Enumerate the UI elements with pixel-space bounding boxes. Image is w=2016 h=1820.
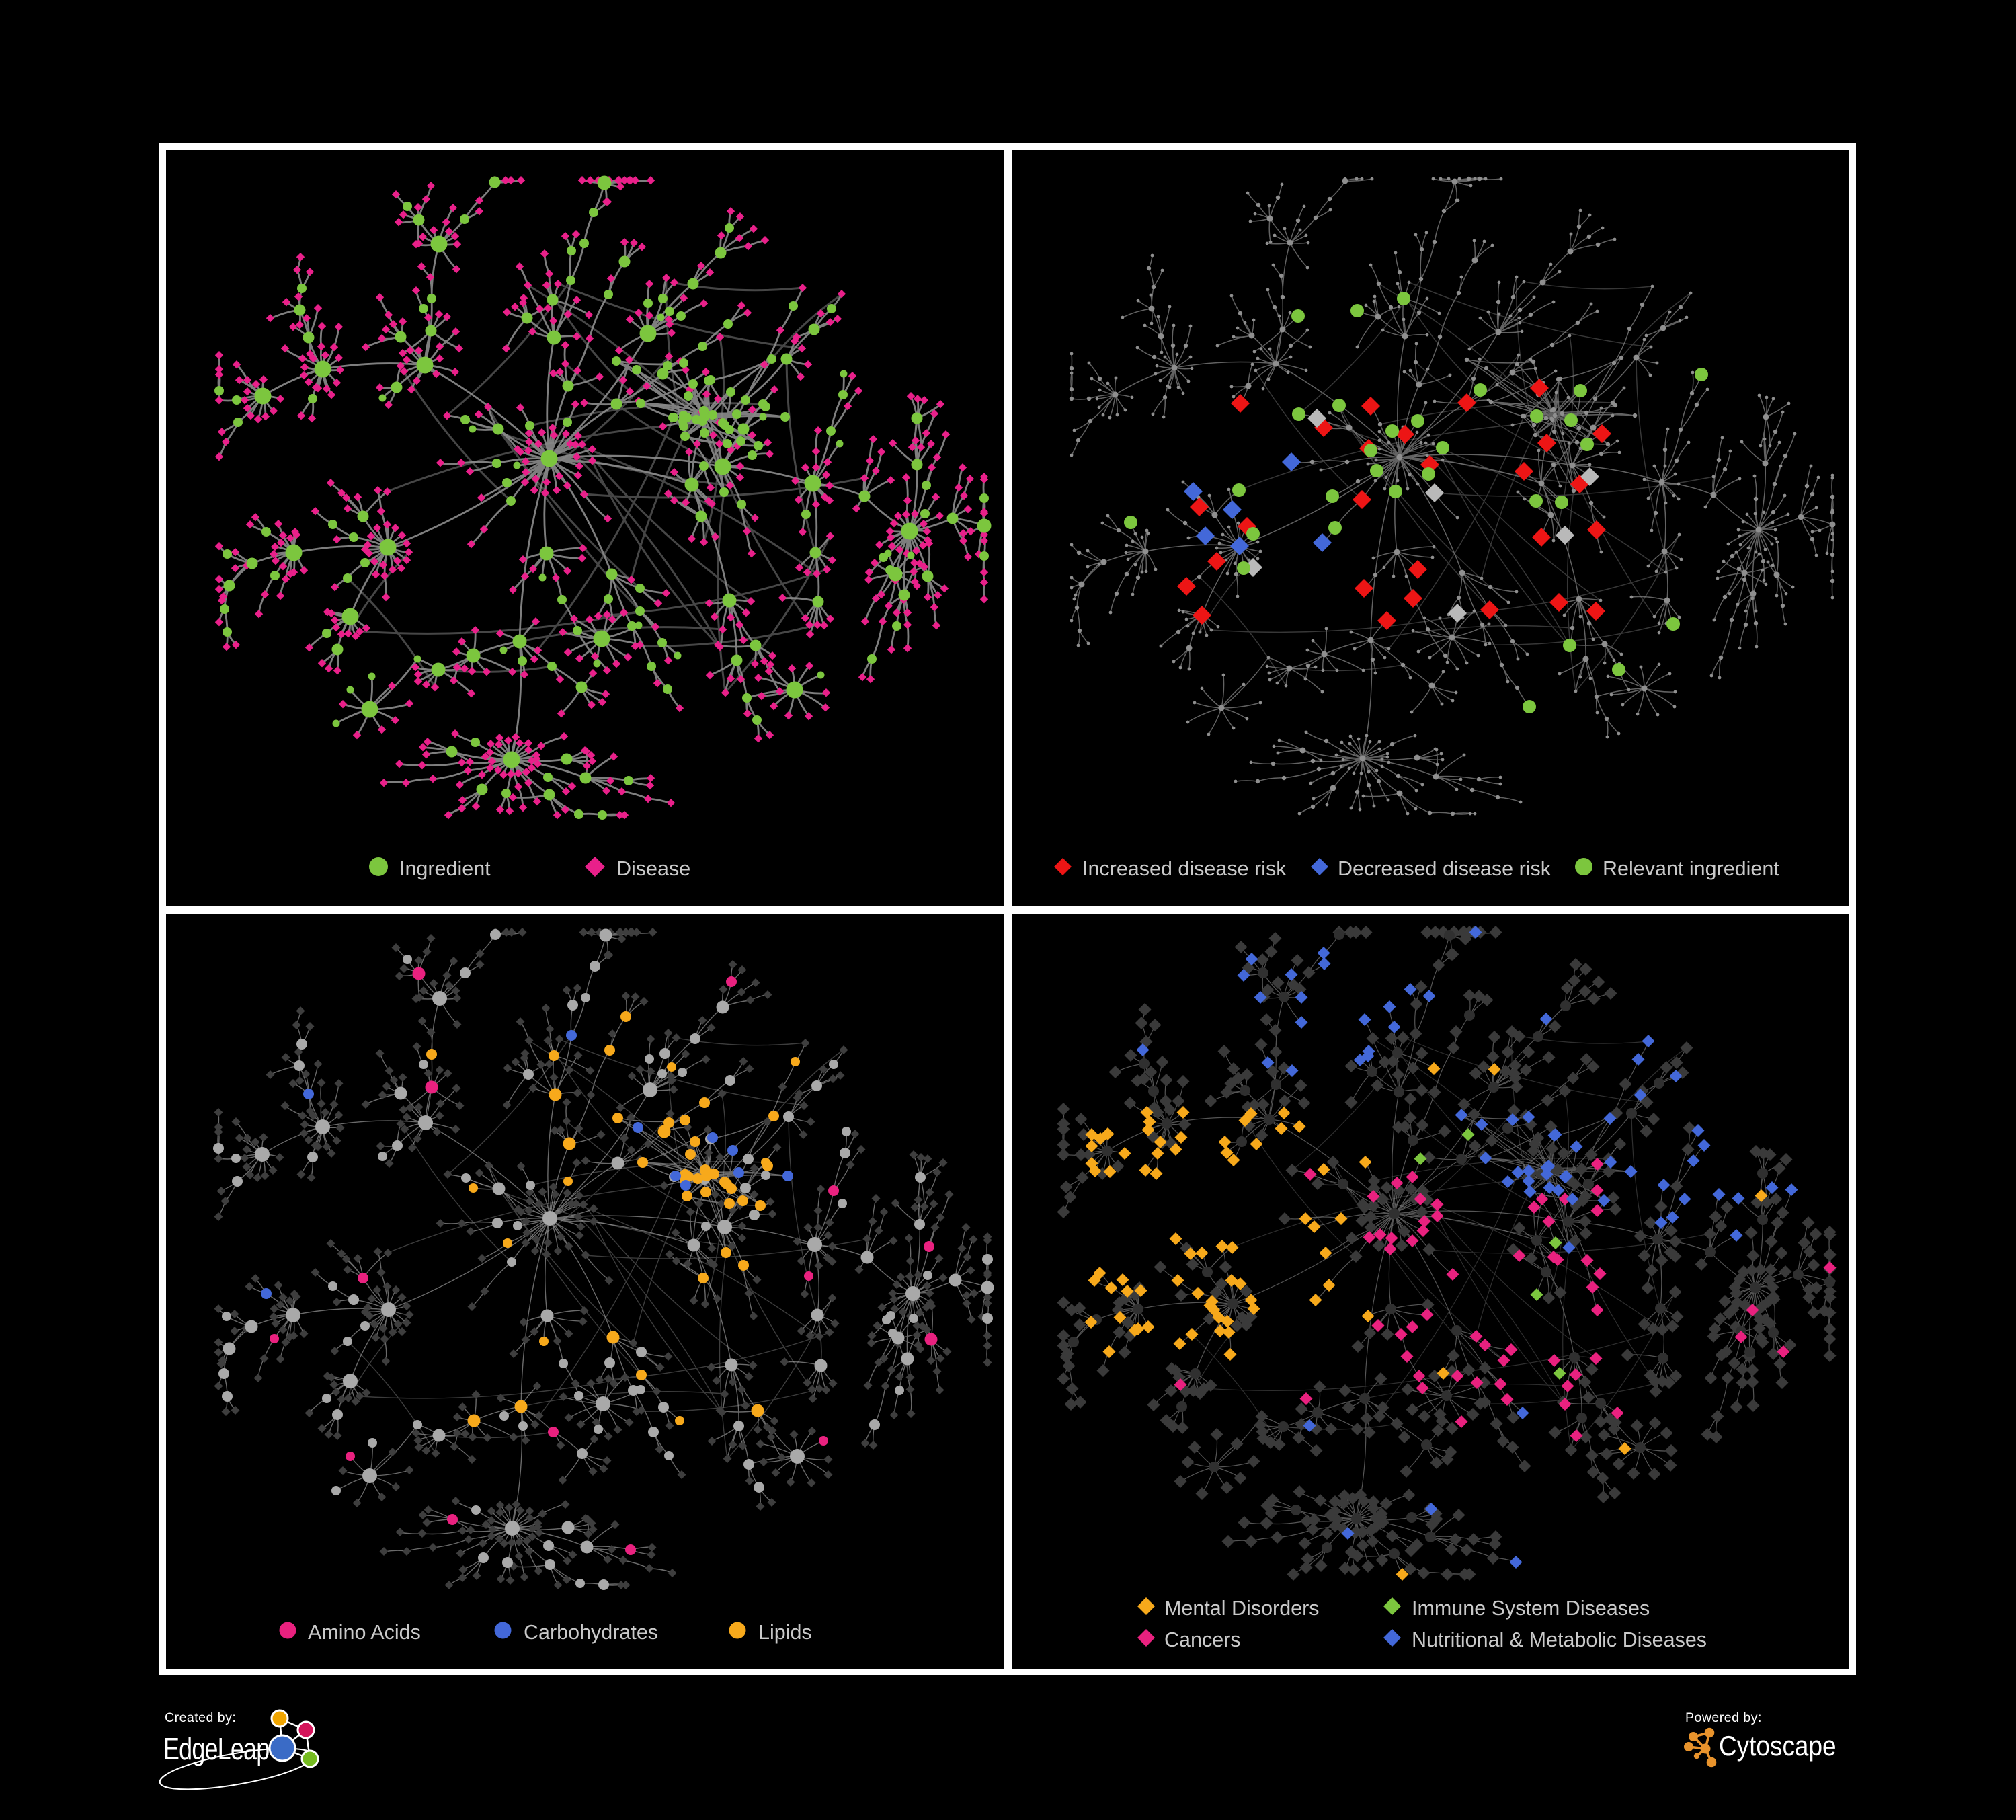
svg-text:Created by:: Created by: — [165, 1710, 236, 1725]
svg-text:Carbohydrates: Carbohydrates — [524, 1621, 658, 1644]
svg-text:Cytoscape: Cytoscape — [1719, 1731, 1837, 1762]
svg-text:EdgeLeap: EdgeLeap — [163, 1732, 269, 1766]
svg-text:Powered by:: Powered by: — [1685, 1710, 1762, 1725]
svg-text:Immune System Diseases: Immune System Diseases — [1412, 1597, 1650, 1620]
svg-text:Decreased disease risk: Decreased disease risk — [1338, 857, 1551, 880]
svg-text:Lipids: Lipids — [758, 1621, 812, 1644]
svg-text:Cancers: Cancers — [1164, 1628, 1241, 1651]
svg-text:Amino Acids: Amino Acids — [308, 1621, 421, 1644]
svg-text:Increased disease risk: Increased disease risk — [1082, 857, 1287, 880]
svg-text:Mental Disorders: Mental Disorders — [1164, 1597, 1320, 1620]
svg-text:Nutritional & Metabolic Diseas: Nutritional & Metabolic Diseases — [1412, 1628, 1707, 1651]
svg-text:Relevant ingredient: Relevant ingredient — [1603, 857, 1779, 880]
svg-text:Ingredient: Ingredient — [399, 857, 491, 880]
svg-text:Disease: Disease — [616, 857, 690, 880]
